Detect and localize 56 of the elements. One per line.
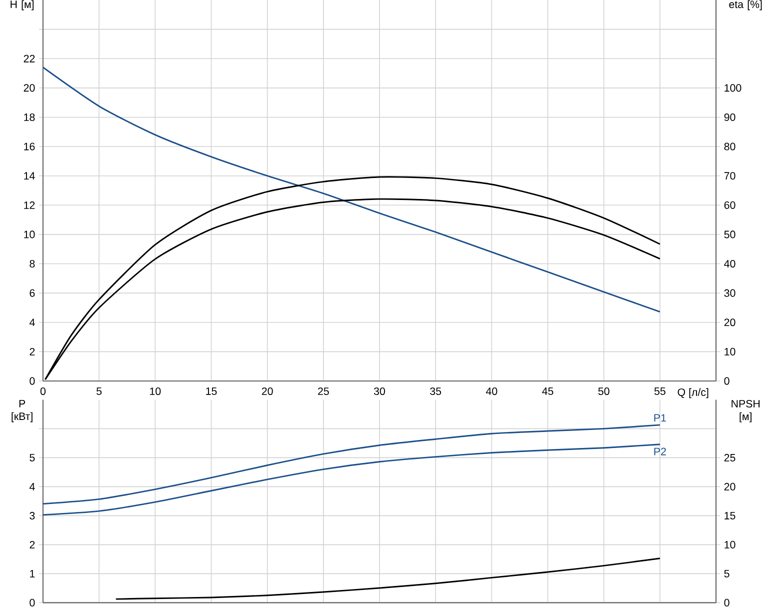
y2-tick-label: 70 (724, 172, 736, 180)
y2-tick-label: 0 (724, 598, 730, 606)
y-tick-label: 0 (30, 598, 35, 606)
x-tick-label: 30 (374, 387, 386, 396)
x-tick-label: 0 (40, 387, 46, 396)
x-tick-label: 45 (542, 387, 554, 395)
x-tick-label: 55 (654, 387, 666, 395)
y2-tick-label: 20 (724, 318, 736, 326)
y-tick-label: 2 (30, 348, 35, 356)
y2-tick-label: 10 (724, 348, 736, 356)
y-tick-label: 5 (30, 454, 35, 462)
y-tick-label: 6 (30, 289, 35, 297)
y2-tick-label: 40 (724, 260, 736, 268)
x-axis-title: Q [л/с] (678, 388, 708, 398)
y2-tick-label: 100 (724, 84, 742, 92)
line-series (43, 66, 661, 313)
y-tick-label: 10 (24, 230, 35, 238)
x-tick-label: 15 (206, 387, 217, 395)
y2-tick-label: 90 (724, 113, 736, 122)
y-tick-label: 14 (24, 172, 35, 180)
series-label: P2 (654, 448, 666, 456)
y2-axis-title: NPSH [м] (732, 400, 760, 422)
y-tick-label: 4 (30, 483, 35, 490)
y-tick-label: 0 (30, 377, 35, 385)
y2-axis-title: eta [%] (729, 0, 762, 10)
y-tick-label: 20 (24, 84, 35, 92)
y2-tick-label: 5 (724, 570, 730, 578)
y-tick-label: 2 (30, 540, 35, 548)
x-tick-label: 20 (262, 387, 273, 396)
y2-tick-label: 10 (724, 540, 736, 548)
x-tick-label: 25 (318, 387, 329, 396)
y-axis-title: P [кВт] (12, 400, 32, 422)
y-tick-label: 1 (30, 570, 35, 578)
y-tick-label: 18 (24, 113, 35, 122)
y-tick-label: 16 (24, 142, 35, 150)
y2-tick-label: 30 (724, 289, 736, 297)
y2-tick-label: 80 (724, 142, 736, 150)
series-label: P1 (654, 414, 666, 422)
x-tick-label: 50 (598, 387, 610, 396)
y-tick-label: 22 (24, 54, 35, 62)
y2-tick-label: 0 (724, 377, 730, 385)
y-tick-label: 4 (30, 318, 35, 326)
x-tick-label: 35 (430, 387, 442, 396)
y2-tick-label: 60 (724, 201, 736, 209)
y2-tick-label: 20 (724, 482, 736, 490)
x-tick-label: 5 (96, 387, 102, 395)
y-tick-label: 12 (24, 201, 35, 209)
x-tick-label: 10 (150, 387, 161, 396)
y-tick-label: 3 (30, 512, 35, 520)
y-axis-title: H [м] (10, 0, 34, 10)
x-tick-label: 40 (486, 387, 498, 396)
y-tick-label: 8 (30, 260, 35, 268)
y2-tick-label: 25 (724, 454, 736, 462)
y2-tick-label: 15 (724, 512, 736, 520)
y2-tick-label: 50 (724, 230, 736, 238)
line-series (115, 558, 661, 600)
